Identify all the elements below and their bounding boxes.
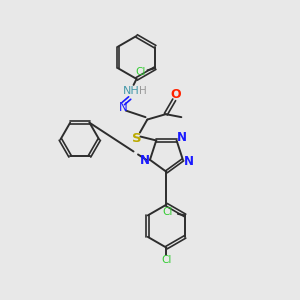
Text: Cl: Cl [136,67,146,77]
Text: NH: NH [123,86,140,97]
Text: N: N [184,155,194,168]
Text: Cl: Cl [163,207,173,218]
Text: N: N [118,100,127,113]
Text: H: H [139,86,146,97]
Text: Cl: Cl [161,255,172,265]
Text: N: N [140,154,150,167]
Text: S: S [132,132,142,145]
Text: N: N [177,131,187,144]
Text: O: O [170,88,181,101]
